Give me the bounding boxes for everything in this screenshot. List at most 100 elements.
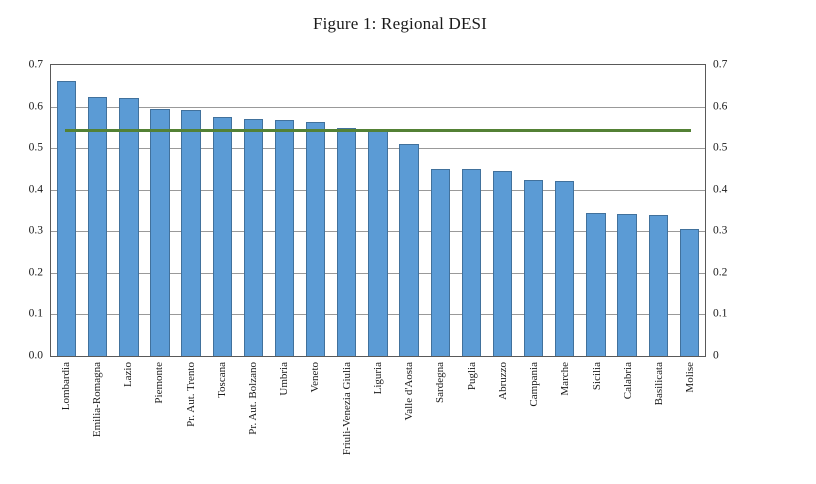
bar-Basilicata <box>648 215 668 356</box>
y-tick-label-right: 0.6 <box>713 100 728 113</box>
y-tick-label-right: 0.4 <box>713 183 728 196</box>
x-label-Lazio: Lazio <box>122 362 135 388</box>
y-tick-label-right: 0 <box>713 349 719 362</box>
y-tick-label-left: 0.1 <box>28 307 43 320</box>
x-label-slot: Valle d'Aosta <box>394 362 425 477</box>
x-label-slot: Lombardia <box>50 362 81 477</box>
bar-Valle d'Aosta <box>399 143 419 356</box>
bar-Lombardia <box>56 80 77 356</box>
x-label-slot: Pr. Aut. Bolzano <box>237 362 268 477</box>
bar-Piemonte <box>150 109 170 356</box>
x-label-Lombardia: Lombardia <box>59 362 72 411</box>
plot-area: 0.7 0.6 0.5 0.4 0.3 0.2 0.1 0.0 0.7 0.6 0.5 0.4 0.3… <box>29 59 728 362</box>
bar-slot <box>82 65 113 356</box>
bar-slot <box>580 65 611 356</box>
x-label-Pr. Aut. Bolzano: Pr. Aut. Bolzano <box>247 362 260 435</box>
x-axis-labels: Lombardia Emilia-Romagna Lazio Piemonte Pr. … <box>50 362 706 477</box>
x-label-slot: Umbria <box>269 362 300 477</box>
x-label-Marche: Marche <box>559 362 572 396</box>
bar-slot <box>394 65 425 356</box>
bar-Veneto <box>306 122 326 356</box>
x-label-slot: Friuli-Venezia Giulia <box>331 362 362 477</box>
bar-slot <box>269 65 300 356</box>
bar-slot <box>176 65 207 356</box>
reference-line <box>65 129 691 132</box>
x-label-slot: Sicilia <box>581 362 612 477</box>
x-label-Calabria: Calabria <box>621 362 634 400</box>
x-label-slot: Toscana <box>206 362 237 477</box>
bar-Puglia <box>461 168 482 356</box>
x-label-Piemonte: Piemonte <box>153 362 166 404</box>
y-tick-label-left: 0.6 <box>28 100 43 113</box>
x-label-Sicilia: Sicilia <box>590 362 603 391</box>
x-label-Campania: Campania <box>528 362 541 407</box>
x-label-slot: Campania <box>519 362 550 477</box>
bar-slot <box>425 65 456 356</box>
bar-Pr. Aut. Trento <box>181 110 201 356</box>
bar-Pr. Aut. Bolzano <box>243 119 264 356</box>
bar-slot <box>207 65 238 356</box>
bar-Lazio <box>119 98 139 356</box>
x-label-slot: Basilicata <box>643 362 674 477</box>
y-tick-label-left: 0.2 <box>28 266 43 279</box>
bar-slot <box>456 65 487 356</box>
figure-title: Figure 1: Regional DESI <box>312 14 488 33</box>
x-label-slot: Veneto <box>300 362 331 477</box>
x-label-Basilicata: Basilicata <box>653 362 666 406</box>
x-label-slot: Molise <box>675 362 706 477</box>
bar-Marche <box>555 180 575 356</box>
x-label-Veneto: Veneto <box>309 362 322 393</box>
x-label-slot: Sardegna <box>425 362 456 477</box>
y-tick-label-right: 0.5 <box>713 141 728 154</box>
bar-slot <box>144 65 175 356</box>
x-label-Emilia-Romagna: Emilia-Romagna <box>90 362 103 438</box>
bar-slot <box>300 65 331 356</box>
bar-Emilia-Romagna <box>88 97 108 356</box>
y-tick-label-right: 0.2 <box>713 266 728 279</box>
bar-Sicilia <box>586 213 606 356</box>
y-tick-label-right: 0.1 <box>713 307 728 320</box>
bar-slot <box>643 65 674 356</box>
x-label-slot: Liguria <box>362 362 393 477</box>
y-tick-label-left: 0.5 <box>28 141 43 154</box>
y-tick-label-left: 0.3 <box>28 224 43 237</box>
x-label-slot: Marche <box>550 362 581 477</box>
x-label-Sardegna: Sardegna <box>434 362 447 403</box>
y-tick-label-left: 0.7 <box>28 58 43 71</box>
bar-slot <box>612 65 643 356</box>
bar-slot <box>51 65 82 356</box>
y-tick-label-left: 0.0 <box>28 349 43 362</box>
x-label-Umbria: Umbria <box>278 362 291 396</box>
x-label-Molise: Molise <box>684 362 697 393</box>
bar-slot <box>487 65 518 356</box>
bar-Campania <box>524 179 544 356</box>
bar-Calabria <box>617 214 637 356</box>
x-label-slot: Emilia-Romagna <box>81 362 112 477</box>
y-tick-label-right: 0.3 <box>713 224 728 237</box>
x-label-slot: Calabria <box>612 362 643 477</box>
bar-Molise <box>679 228 700 356</box>
bar-Toscana <box>212 116 232 356</box>
bar-Friuli-Venezia Giulia <box>337 127 357 356</box>
bar-slot <box>362 65 393 356</box>
y-tick-label-left: 0.4 <box>28 183 43 196</box>
x-label-Toscana: Toscana <box>215 362 228 398</box>
x-label-slot: Pr. Aut. Trento <box>175 362 206 477</box>
bar-slot <box>331 65 362 356</box>
bars-row <box>51 65 705 356</box>
x-label-Pr. Aut. Trento: Pr. Aut. Trento <box>184 362 197 427</box>
bar-Abruzzo <box>492 171 513 356</box>
x-label-slot: Lazio <box>112 362 143 477</box>
x-label-slot: Puglia <box>456 362 487 477</box>
y-tick-label-right: 0.7 <box>713 58 728 71</box>
bar-Umbria <box>274 120 295 356</box>
x-label-Liguria: Liguria <box>371 362 384 395</box>
bar-Sardegna <box>430 168 450 356</box>
bar-slot <box>113 65 144 356</box>
bar-Liguria <box>368 129 388 356</box>
x-label-Valle d'Aosta: Valle d'Aosta <box>403 362 416 421</box>
x-label-slot: Piemonte <box>144 362 175 477</box>
x-label-Abruzzo: Abruzzo <box>496 362 509 400</box>
bar-slot <box>674 65 705 356</box>
